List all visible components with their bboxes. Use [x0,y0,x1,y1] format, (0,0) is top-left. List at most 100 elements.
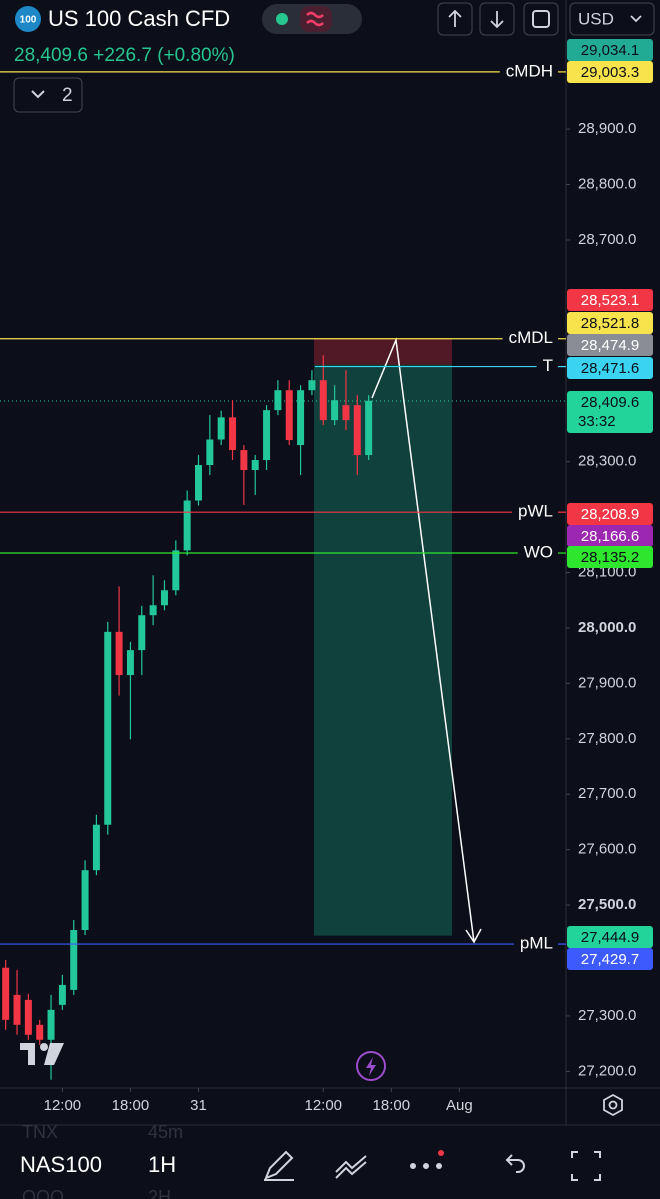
wave-icon [306,11,324,27]
adjacent-symbol[interactable]: QQQ [22,1187,64,1199]
layout-button[interactable] [523,2,559,36]
price-label-box [567,39,653,61]
candle-body [92,824,100,871]
candle-body [81,870,89,931]
candle-body [58,984,66,1005]
level-name: pWL [518,502,553,521]
candle-body [36,1024,44,1040]
adjacent-interval[interactable]: 45m [148,1122,183,1142]
candle-body [47,1009,55,1040]
price-label-box [567,391,653,433]
y-tick-label: 27,900.0 [578,674,636,691]
scroll-down-button[interactable] [479,2,515,36]
price-label: 29,034.1 [581,42,639,59]
price-label: 28,135.2 [581,549,639,566]
price-label: 28,471.6 [581,360,639,377]
more-dot [423,1163,429,1169]
price-label: 27,444.9 [581,929,639,946]
settings-icon [608,1100,618,1110]
adjacent-interval[interactable]: 2H [148,1187,171,1199]
candle-body [115,631,123,676]
y-tick-label: 28,300.0 [578,453,636,470]
plot-area [0,338,566,1080]
price-label: 28,523.1 [581,292,639,309]
x-tick-label: 12:00 [44,1097,82,1114]
price-line: 28,409.6 +226.7 (+0.80%) [14,45,235,66]
candle-body [126,650,134,676]
candle-body [206,439,214,466]
x-tick-label: 12:00 [304,1097,342,1114]
price-label-box [567,61,653,83]
arrow-up-icon [448,9,462,27]
candle-body [70,930,78,990]
candle-body [104,631,112,825]
level-name: T [543,356,553,375]
trend-tool-button[interactable] [335,1155,367,1179]
candle-body [2,967,10,1020]
candle-body [183,500,191,551]
x-tick-label: 18:00 [112,1097,150,1114]
symbol-badge [15,6,41,32]
candle-body [160,590,168,606]
price-label-box [567,503,653,525]
fullscreen-button[interactable] [571,1151,601,1181]
price-label: 28,521.8 [581,315,639,332]
price-label: 27,429.7 [581,951,639,968]
settings-button[interactable] [603,1093,623,1117]
price-label: 28,409.6 [581,394,639,411]
y-tick-label: 27,800.0 [578,730,636,747]
interval[interactable]: 1H [148,1152,176,1177]
price-label: 28,166.6 [581,528,639,545]
more-button[interactable] [410,1163,416,1169]
alert-button[interactable] [356,1051,386,1081]
price: 28,409.6 [14,45,88,66]
candle-body [194,465,202,501]
price-label-box [567,289,653,311]
candle-body [365,400,373,456]
y-tick-label: 27,200.0 [578,1062,636,1079]
candle-body [274,390,282,411]
arrow-down-icon [490,11,504,29]
candle-body [149,605,157,616]
candle-body [138,615,146,651]
chevron-icon [630,15,642,23]
price-label-box [567,312,653,334]
symbol-title[interactable]: US 100 Cash CFD [48,6,230,31]
price-label-box [567,546,653,568]
price-label-box [567,948,653,970]
lightning-icon [366,1057,376,1076]
level-name: pML [520,934,553,953]
level-name: WO [524,543,553,562]
y-tick-label: 28,000.0 [578,619,636,636]
symbol[interactable]: NAS100 [20,1152,102,1177]
data-delay-badge [300,6,332,32]
y-tick-label: 27,500.0 [578,896,636,913]
draw-tool-button[interactable] [264,1150,294,1181]
target-zone [314,364,452,936]
x-tick-label: Aug [446,1097,473,1114]
candle-body [240,450,248,471]
badge-text: 100 [20,15,37,26]
y-tick-label: 27,700.0 [578,785,636,802]
candle-body [229,417,237,451]
candle-body [263,410,271,461]
chevron-icon [31,90,45,99]
layout-icon [532,10,550,28]
price-label-box [567,525,653,547]
currency-dropdown[interactable] [569,2,655,36]
y-tick-label: 27,300.0 [578,1007,636,1024]
y-tick-label: 28,900.0 [578,120,636,137]
y-tick-label: 28,800.0 [578,176,636,193]
adjacent-symbol[interactable]: TNX [22,1122,58,1142]
candle-body [285,390,293,441]
indicators-toggle[interactable] [13,77,83,113]
candle-body [331,400,339,421]
level-name: cMDL [509,328,553,347]
scroll-up-button[interactable] [437,2,473,36]
undo-button[interactable] [505,1154,525,1173]
more-dot [436,1163,442,1169]
price-label-box [567,334,653,356]
candle-body [319,380,327,421]
